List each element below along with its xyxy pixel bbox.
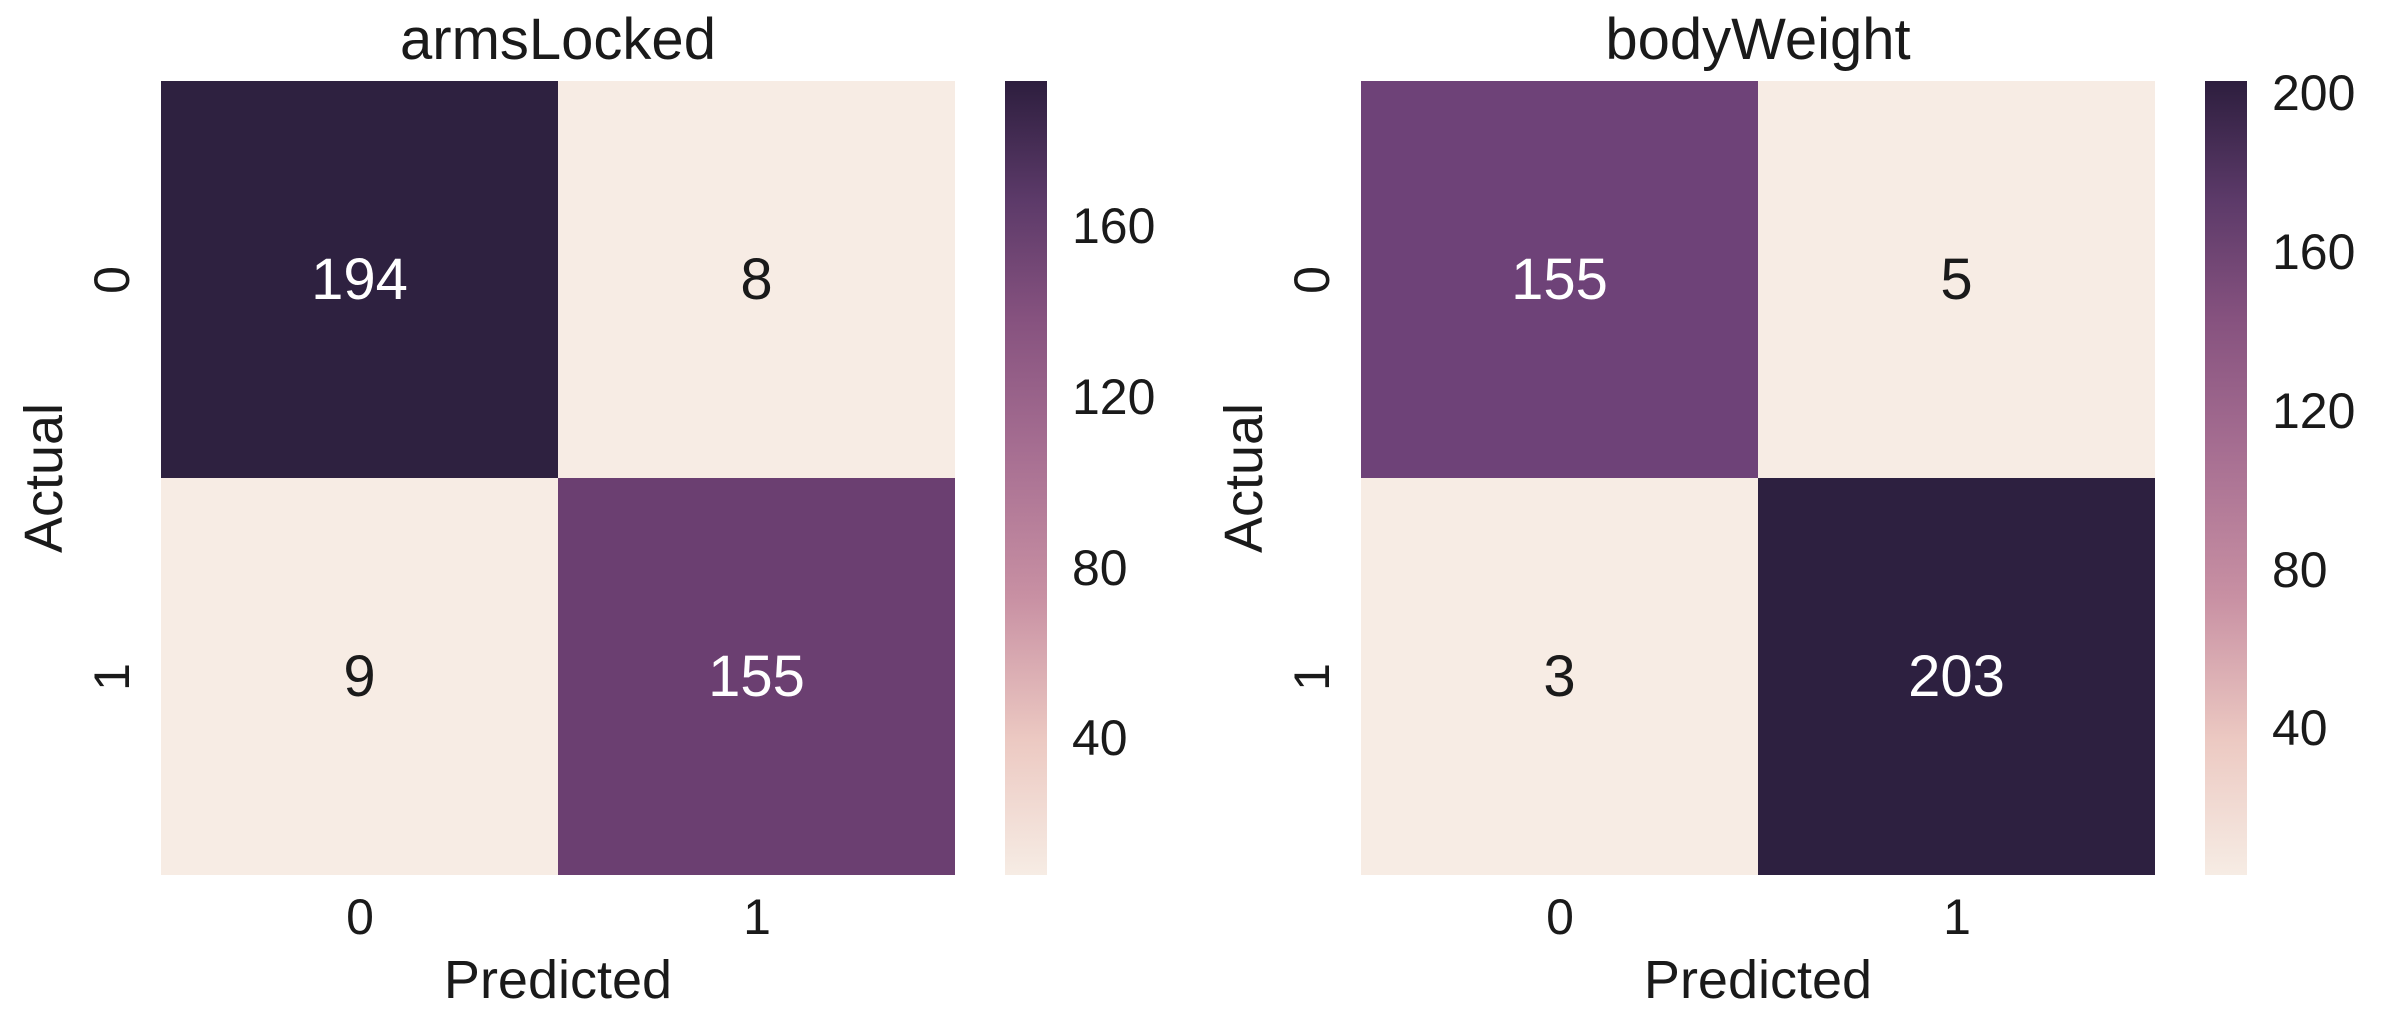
- colorbar-tick-label: 40: [1072, 710, 1128, 766]
- colorbar-tick-label: 160: [1072, 198, 1156, 254]
- heatmap-cell: 9: [161, 478, 558, 875]
- heatmap-cell: 203: [1758, 478, 2155, 875]
- x-tick-label: 1: [1943, 889, 1971, 945]
- heatmap: 194 8 9 155: [161, 81, 955, 875]
- heatmap-cell: 3: [1361, 478, 1758, 875]
- chart-title: bodyWeight: [1605, 7, 1911, 72]
- heatmap-cell: 8: [558, 81, 955, 478]
- x-axis-label: Predicted: [1643, 950, 1873, 1010]
- colorbar-gradient: [1005, 81, 1047, 875]
- colorbar-tick-label: 120: [1072, 369, 1156, 425]
- heatmap-cell: 155: [558, 478, 955, 875]
- chart-title: armsLocked: [400, 7, 716, 72]
- x-tick-label: 0: [346, 889, 374, 945]
- colorbar-tick-label: 80: [1072, 540, 1128, 596]
- colorbar-tick-label: 80: [2272, 542, 2328, 598]
- colorbar-tick-label: 40: [2272, 700, 2328, 756]
- y-tick-label: 1: [1284, 663, 1340, 691]
- y-axis-label: Actual: [14, 402, 74, 554]
- colorbar-tick-label: 160: [2272, 224, 2356, 280]
- y-tick-label: 1: [84, 663, 140, 691]
- y-tick-label: 0: [1284, 266, 1340, 294]
- heatmap-cell: 155: [1361, 81, 1758, 478]
- heatmap-cell: 194: [161, 81, 558, 478]
- x-tick-label: 0: [1546, 889, 1574, 945]
- y-axis-label: Actual: [1214, 402, 1274, 554]
- colorbar-tick-label: 200: [2272, 65, 2356, 121]
- colorbar-gradient: [2205, 81, 2247, 875]
- y-tick-label: 0: [84, 266, 140, 294]
- heatmap: 155 5 3 203: [1361, 81, 2155, 875]
- x-axis-label: Predicted: [443, 950, 673, 1010]
- colorbar-tick-label: 120: [2272, 383, 2356, 439]
- x-tick-label: 1: [743, 889, 771, 945]
- heatmap-cell: 5: [1758, 81, 2155, 478]
